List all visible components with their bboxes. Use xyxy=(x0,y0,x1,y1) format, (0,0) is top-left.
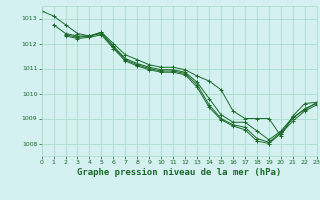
X-axis label: Graphe pression niveau de la mer (hPa): Graphe pression niveau de la mer (hPa) xyxy=(77,168,281,177)
